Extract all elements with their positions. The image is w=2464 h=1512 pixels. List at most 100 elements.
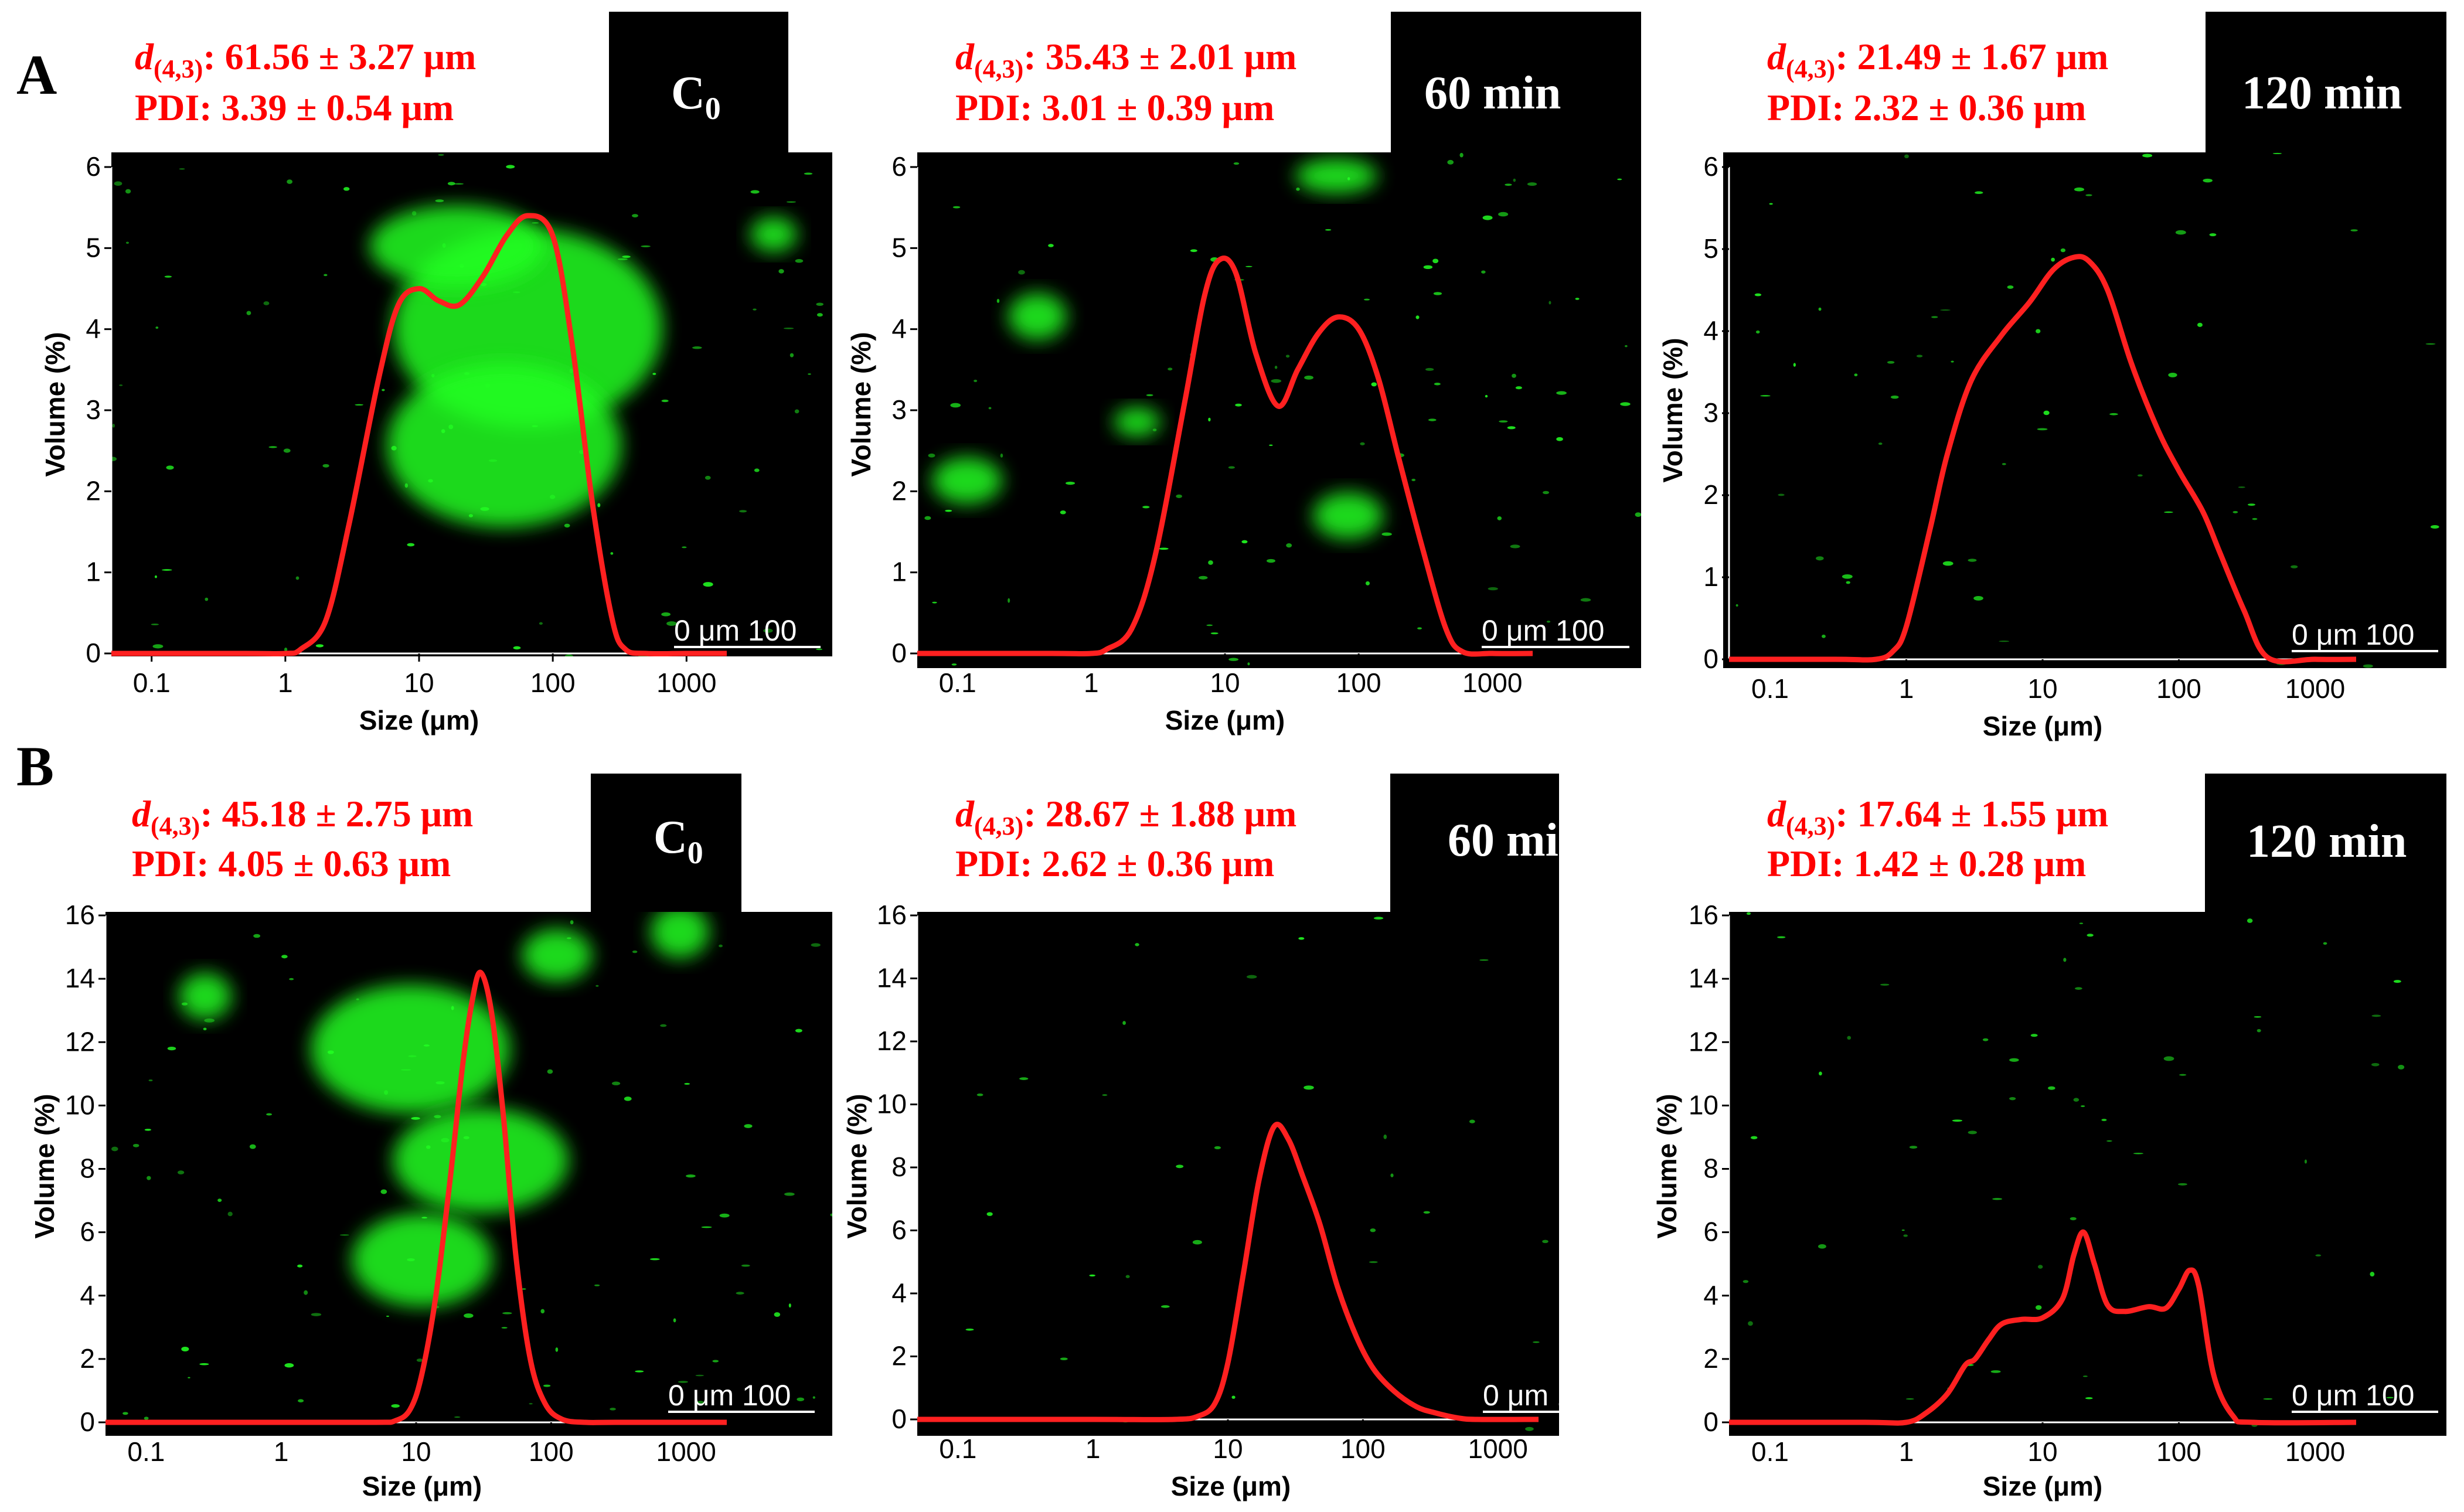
x-tick-label: 0.1 [127, 1436, 165, 1467]
particle-speck [1228, 466, 1235, 469]
y-axis-title: Volume (%) [842, 1094, 872, 1238]
particle-speck [1247, 662, 1250, 666]
panel-b-60min: d(4,3): 28.67 ± 1.88 μm PDI: 2.62 ± 0.36… [842, 774, 1629, 1501]
particle-speck [281, 955, 288, 959]
particle-speck [1822, 634, 1826, 638]
particle-speck [454, 1416, 461, 1418]
particle-speck [1304, 1085, 1314, 1090]
y-tick-label: 16 [1689, 900, 1718, 930]
y-tick-label: 0 [1703, 643, 1718, 674]
particle-speck [1122, 1021, 1126, 1025]
particle-speck [2074, 187, 2085, 192]
particle-speck [1370, 1228, 1376, 1232]
particle-speck [1505, 183, 1512, 186]
particle-speck [1018, 270, 1025, 275]
particle-speck [816, 648, 823, 651]
y-tick-label: 14 [65, 963, 95, 993]
particle-speck [692, 346, 702, 349]
particle-speck [2087, 934, 2094, 937]
particle-speck [148, 1079, 153, 1082]
distribution-curve [111, 213, 727, 657]
distribution-curve [917, 256, 1533, 657]
y-axis-title: Volume (%) [40, 332, 70, 476]
particle-speck [1228, 658, 1239, 661]
particle-speck [217, 1198, 222, 1202]
y-tick-label: 8 [80, 1153, 95, 1184]
particle-speck [1743, 1280, 1749, 1283]
particle-aggregate [393, 1108, 569, 1213]
particle-speck [1543, 491, 1550, 495]
particle-speck [1975, 191, 1983, 195]
particle-speck [1176, 494, 1182, 498]
particle-speck [132, 1143, 139, 1147]
particle-speck [1999, 641, 2010, 642]
particle-aggregate [1313, 492, 1383, 539]
particle-aggregate [1008, 293, 1067, 340]
y-tick-label: 0 [891, 1404, 907, 1434]
particle-aggregate [387, 363, 621, 527]
particle-speck [2009, 1096, 2016, 1101]
particle-speck [1481, 270, 1486, 274]
particle-speck [1417, 627, 1422, 630]
plot-area: 0 1 2 3 4 5 6 0.1 1 10 100 1000 [86, 151, 727, 698]
particle-speck [684, 1082, 690, 1085]
particle-speck [513, 646, 521, 650]
particle-speck [464, 1313, 474, 1318]
particle-speck [804, 172, 813, 175]
particle-speck [1901, 1230, 1905, 1231]
particle-speck [1198, 575, 1208, 580]
particle-speck [521, 1288, 526, 1290]
particle-speck [1411, 478, 1416, 482]
particle-speck [1360, 442, 1365, 445]
x-tick-label: 10 [404, 668, 434, 698]
particle-speck [2074, 987, 2082, 990]
particle-speck [2370, 1272, 2375, 1277]
particle-speck [1447, 159, 1454, 165]
particle-speck [1847, 1036, 1852, 1040]
particle-speck [2232, 510, 2238, 513]
particle-speck [1192, 1239, 1202, 1245]
scale-bar-label: 0 μm 100 [674, 614, 797, 647]
micrograph-background [2205, 774, 2446, 912]
particle-aggregate [179, 973, 232, 1020]
particle-speck [1548, 301, 1551, 305]
x-tick-label: 1 [1085, 1433, 1101, 1464]
y-tick-label: 1 [891, 557, 907, 587]
particle-speck [1433, 292, 1442, 295]
scale-bar-label: 0 μm 100 [2292, 1379, 2414, 1412]
particle-speck [2371, 1014, 2381, 1017]
particle-speck [719, 944, 723, 948]
particle-speck [2133, 1152, 2143, 1155]
particle-speck [595, 985, 599, 987]
y-tick-label: 2 [1703, 479, 1718, 510]
particle-speck [924, 516, 931, 520]
particle-speck [1525, 1426, 1534, 1431]
y-tick-label: 2 [891, 1341, 907, 1371]
particle-aggregate [651, 912, 709, 958]
particle-speck [1000, 453, 1003, 458]
particle-speck [1482, 215, 1493, 220]
particle-speck [641, 245, 651, 247]
particle-speck [2197, 322, 2203, 327]
particle-speck [610, 552, 614, 555]
particle-speck [1125, 1275, 1130, 1278]
y-tick-label: 12 [65, 1026, 95, 1057]
particle-speck [2079, 922, 2084, 924]
particle-speck [1497, 516, 1502, 520]
particle-speck [703, 582, 713, 587]
plot-area: 0 2 4 6 8 10 12 14 16 0.1 1 10 100 1000 [877, 900, 1539, 1464]
particle-speck [166, 465, 174, 470]
particle-speck [1019, 1077, 1029, 1080]
particle-speck [965, 1328, 974, 1331]
particle-speck [1241, 540, 1248, 544]
particle-speck [1533, 1341, 1540, 1343]
distribution-curve [1728, 1230, 2357, 1426]
particle-speck [951, 663, 957, 666]
row-label-b: B [16, 735, 54, 798]
micrograph-particles [1743, 912, 2405, 1427]
particle-speck [1968, 1130, 1977, 1135]
y-tick-label: 10 [877, 1089, 907, 1119]
y-tick-label: 0 [891, 638, 907, 668]
particle-speck [1769, 203, 1773, 205]
plot-area: 0 2 4 6 8 10 12 14 16 0.1 1 10 100 1000 [65, 900, 727, 1467]
